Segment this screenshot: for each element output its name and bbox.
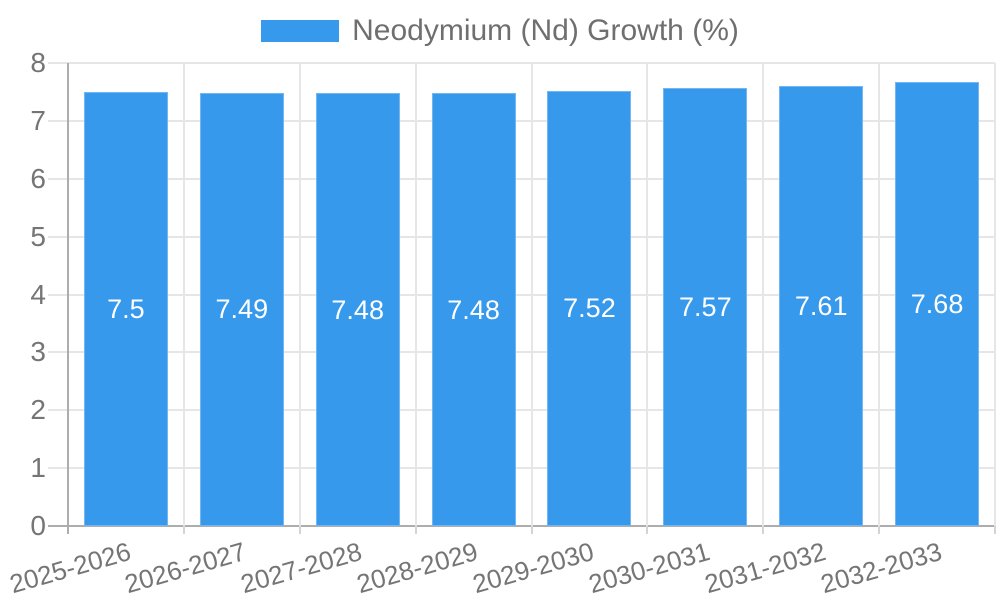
y-tick-label: 4 (30, 278, 46, 310)
x-tick (182, 526, 185, 534)
x-gridline (762, 63, 765, 526)
x-tick-label: 2030-2031 (585, 536, 714, 600)
bar-value-label: 7.5 (107, 293, 145, 324)
y-gridline (48, 409, 995, 412)
bar-value-label: 7.48 (447, 294, 500, 325)
x-axis-baseline (48, 525, 995, 527)
x-gridline (994, 63, 996, 526)
x-gridline (530, 63, 533, 526)
bar-value-label: 7.52 (563, 293, 616, 324)
bar-value-label: 7.61 (794, 290, 848, 321)
y-axis-line (67, 63, 69, 534)
y-tick-label: 1 (30, 452, 46, 484)
y-tick-label: 6 (30, 162, 46, 194)
bar[interactable] (83, 91, 168, 526)
y-tick-label: 8 (30, 47, 46, 78)
bar-value-label: 7.48 (331, 294, 384, 325)
bar[interactable] (779, 85, 864, 526)
x-tick (414, 526, 417, 534)
bar[interactable] (315, 93, 400, 526)
x-tick-label: 2031-2032 (701, 536, 829, 600)
bar-value-label: 7.68 (910, 288, 964, 319)
y-gridline (48, 467, 995, 470)
y-tick-label: 2 (30, 394, 46, 426)
x-tick-label: 2032-2033 (816, 536, 945, 600)
bar[interactable] (547, 90, 632, 526)
x-tick-label: 2028-2029 (353, 536, 482, 600)
x-gridline (878, 63, 881, 526)
x-gridline (646, 63, 649, 526)
legend-label: Neodymium (Nd) Growth (%) (352, 14, 739, 47)
bar[interactable] (431, 93, 516, 526)
x-tick (994, 526, 996, 534)
y-gridline (48, 351, 995, 354)
bar-value-label: 7.49 (215, 294, 269, 325)
x-tick (646, 526, 649, 534)
y-tick-label: 0 (30, 510, 46, 541)
x-tick-label: 2029-2030 (469, 536, 598, 600)
bar[interactable] (663, 87, 748, 526)
x-tick (530, 526, 533, 534)
legend: Neodymium (Nd) Growth (%) (0, 16, 1000, 46)
legend-swatch-icon (261, 20, 340, 42)
y-tick-label: 5 (30, 220, 46, 252)
x-tick (298, 526, 301, 534)
bar-value-label: 7.57 (679, 291, 732, 322)
x-tick-label: 2025-2026 (5, 536, 134, 600)
x-tick-label: 2026-2027 (121, 536, 250, 600)
x-tick-label: 2027-2028 (237, 536, 366, 600)
bar[interactable] (199, 92, 284, 526)
y-gridline (48, 293, 995, 296)
x-gridline (298, 63, 301, 526)
x-tick (762, 526, 765, 534)
y-gridline (48, 177, 995, 180)
y-tick-label: 3 (30, 336, 46, 368)
y-gridline (48, 235, 995, 238)
x-gridline (182, 63, 185, 526)
y-gridline (48, 119, 995, 122)
y-gridline (48, 62, 995, 64)
x-gridline (414, 63, 417, 526)
bar[interactable] (895, 81, 980, 526)
legend-item[interactable]: Neodymium (Nd) Growth (%) (261, 16, 739, 46)
x-tick (878, 526, 881, 534)
y-tick-label: 7 (30, 104, 46, 136)
